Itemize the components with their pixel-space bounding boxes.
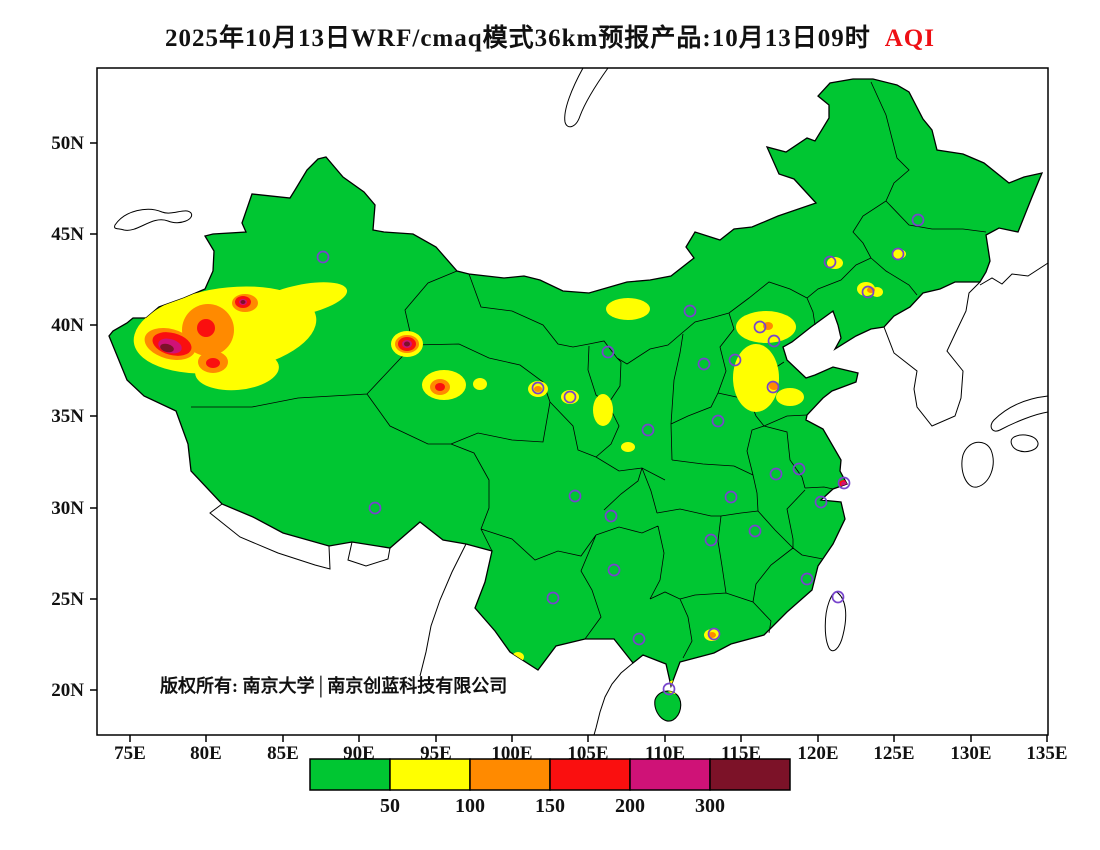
city-marker (604, 509, 618, 523)
city-marker (601, 345, 615, 359)
lake-baikal-outline (564, 67, 609, 128)
primorye-coast-outline (979, 262, 1049, 286)
legend-label: 100 (455, 795, 485, 817)
aqi-patch (593, 394, 613, 426)
aqi-patch (733, 344, 779, 412)
city-marker (662, 682, 676, 696)
city-marker (800, 572, 814, 586)
aqi-patch (206, 358, 220, 368)
city-marker (728, 353, 742, 367)
city-marker (766, 380, 780, 394)
kyushu-outline (961, 441, 994, 488)
city-marker (891, 247, 905, 261)
aqi-patch (197, 319, 215, 337)
vietnam-coast-outline (593, 662, 634, 736)
city-marker (632, 632, 646, 646)
city-marker (861, 285, 875, 299)
lat-tick-label: 40N (51, 315, 84, 336)
city-marker (823, 255, 837, 269)
city-marker (368, 501, 382, 515)
city-marker (711, 414, 725, 428)
legend-label: 300 (695, 795, 725, 817)
city-marker (546, 591, 560, 605)
lon-tick-label: 75E (114, 743, 146, 764)
city-marker (697, 357, 711, 371)
aqi-patch (404, 341, 410, 347)
city-marker (753, 320, 767, 334)
shikoku-outline (1010, 434, 1039, 453)
city-marker (531, 381, 545, 395)
city-marker (683, 304, 697, 318)
city-marker (814, 495, 828, 509)
lon-tick-label: 125E (873, 743, 914, 764)
korea-outline (883, 281, 981, 427)
city-marker (568, 489, 582, 503)
city-marker (831, 590, 845, 604)
lat-tick-label: 50N (51, 133, 84, 154)
taiwan-outline (824, 591, 847, 652)
lon-tick-label: 80E (190, 743, 222, 764)
myanmar-border-outline (419, 543, 467, 677)
aqi-patch (435, 383, 445, 391)
legend-swatch (469, 758, 551, 791)
city-markers (316, 213, 925, 696)
city-marker (641, 423, 655, 437)
lake-balkhash-outline (114, 208, 193, 231)
aqi-patch (473, 378, 487, 390)
copyright-text: 版权所有: 南京大学│南京创蓝科技有限公司 (160, 675, 507, 698)
city-marker (724, 490, 738, 504)
aqi-patch (776, 388, 804, 406)
aqi-patch (534, 386, 542, 392)
city-marker (316, 250, 330, 264)
city-marker (748, 524, 762, 538)
lon-tick-label: 135E (1026, 743, 1067, 764)
nepal-outline (209, 503, 331, 570)
legend-label: 50 (380, 795, 400, 817)
legend-swatch (549, 758, 631, 791)
legend-layer: 50 100 150 200 300 (309, 758, 791, 817)
legend-swatch (309, 758, 391, 791)
legend-swatch (709, 758, 791, 791)
lat-tick-label: 25N (51, 589, 84, 610)
neighbor-outlines (114, 67, 1049, 736)
lat-tick-label: 35N (51, 406, 84, 427)
city-marker (707, 627, 721, 641)
city-marker (911, 213, 925, 227)
city-marker (767, 334, 781, 348)
aqi-patch (621, 442, 635, 452)
city-marker (769, 467, 783, 481)
city-marker (704, 533, 718, 547)
city-marker (563, 390, 577, 404)
page-title: 2025年10月13日WRF/cmaq模式36km预报产品:10月13日09时 A… (0, 18, 1100, 54)
city-marker (837, 476, 851, 490)
bhutan-outline (347, 541, 391, 567)
legend-label: 150 (535, 795, 565, 817)
aqi-patch (240, 300, 246, 304)
city-marker (607, 563, 621, 577)
legend-label: 200 (615, 795, 645, 817)
city-marker (792, 462, 806, 476)
lat-tick-label: 20N (51, 680, 84, 701)
aqi-patch (769, 382, 779, 390)
aqi-patch (252, 282, 348, 318)
aqi-patch (160, 343, 174, 353)
lat-tick-label: 30N (51, 498, 84, 519)
lon-tick-label: 85E (267, 743, 299, 764)
aqi-patches (133, 249, 906, 694)
legend-swatch (389, 758, 471, 791)
honshu-outline (990, 395, 1049, 432)
title-text: 2025年10月13日WRF/cmaq模式36km预报产品:10月13日09时 (165, 25, 871, 52)
lon-tick-label: 130E (950, 743, 991, 764)
title-variable: AQI (884, 25, 935, 52)
aqi-patch (606, 298, 650, 320)
lat-tick-label: 45N (51, 224, 84, 245)
legend-swatch (629, 758, 711, 791)
lon-tick-label: 120E (797, 743, 838, 764)
